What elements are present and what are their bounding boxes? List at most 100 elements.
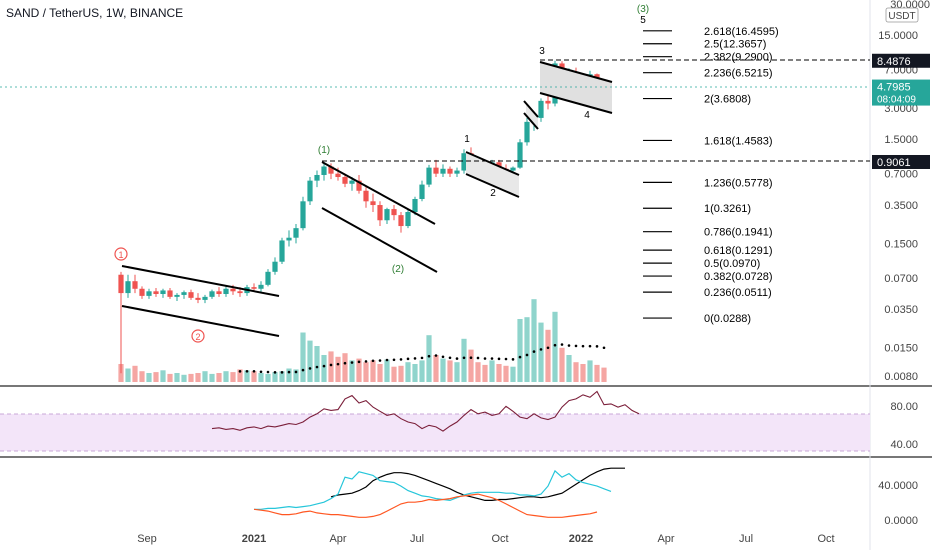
- volume-ma-dot: [357, 360, 361, 364]
- price-axis[interactable]: 30.0000 USDT 15.00007.00003.00001.50000.…: [878, 0, 930, 383]
- price-marker-box: [872, 154, 930, 169]
- candle-body: [188, 292, 194, 298]
- wave-circle-1-label: 1: [118, 250, 123, 260]
- fib-level-label: 2.236(6.5215): [704, 68, 773, 80]
- trendline[interactable]: [523, 112, 539, 130]
- volume-ma-dot: [378, 359, 382, 362]
- volume-ma-dot: [294, 370, 298, 374]
- volume-ma-dot: [588, 344, 592, 348]
- wave-circle-1: [114, 247, 128, 261]
- volume-bar: [321, 355, 327, 382]
- indicator-axes: 80.00 40.00 40.0000 0.0000: [878, 401, 918, 527]
- price-tick: 0.0150: [884, 343, 918, 355]
- channel-fill: [466, 152, 519, 197]
- time-tick: Apr: [657, 533, 674, 545]
- rsi-band: [0, 414, 870, 451]
- price-marker-label: 8.4876: [877, 56, 911, 68]
- wave-4: 4: [584, 110, 590, 121]
- fib-level-label: 1.236(0.5778): [704, 177, 773, 189]
- volume-bar: [601, 367, 607, 382]
- volume-ma-dot: [266, 370, 270, 374]
- candle-body: [377, 205, 383, 221]
- price-tick: 0.1500: [884, 238, 918, 250]
- volume-bar: [468, 349, 474, 382]
- currency-badge[interactable]: [885, 7, 919, 23]
- volume-bar: [209, 373, 215, 382]
- volume-ma-dot: [511, 358, 515, 361]
- fib-level-label: 2.382(9.2900): [704, 52, 773, 64]
- chart-title: SAND / TetherUS, 1W, BINANCE: [6, 6, 183, 20]
- candle-body: [279, 240, 285, 262]
- oscillator-black-line: [330, 467, 625, 501]
- volume-bar: [265, 373, 271, 382]
- oscillator-axis-tick: 40.0000: [878, 480, 918, 492]
- time-tick: 2021: [242, 533, 266, 545]
- trendline[interactable]: [121, 305, 280, 337]
- candle-body: [510, 167, 516, 171]
- price-marker-box: [872, 79, 930, 106]
- candle-body: [139, 288, 145, 296]
- wave-circle-2-label: 2: [195, 332, 200, 342]
- oscillator-orange-line: [253, 493, 598, 518]
- candle-body: [391, 209, 397, 216]
- trendline[interactable]: [465, 151, 520, 176]
- time-tick: Jul: [410, 533, 424, 545]
- volume-ma-dot: [441, 355, 445, 359]
- volume-bar: [454, 362, 460, 382]
- price-tick: 0.0080: [884, 371, 918, 383]
- fib-levels[interactable]: 2.618(16.4595)2.5(12.3657)2.382(9.2900) 2…: [643, 26, 779, 325]
- trendline[interactable]: [523, 100, 539, 118]
- volume-bar: [433, 355, 439, 382]
- volume-ma-dot: [252, 369, 256, 373]
- trendline-drawings[interactable]: [0, 59, 870, 337]
- volume-bar: [300, 332, 306, 382]
- volume-bar: [426, 335, 432, 382]
- fib-level-label: 0.5(0.0970): [704, 258, 760, 270]
- volume-bar: [202, 371, 208, 382]
- volume-bar: [580, 364, 586, 382]
- volume-ma-dot: [462, 356, 466, 360]
- volume-bar: [363, 362, 369, 382]
- price-tick: 0.3500: [884, 200, 918, 212]
- volume-bar: [216, 373, 222, 382]
- volume-ma-dot: [301, 368, 305, 372]
- price-tick: 1.5000: [884, 134, 918, 146]
- time-axis[interactable]: Sep 2021 Apr Jul Oct 2022 Apr Jul Oct: [137, 533, 834, 545]
- rsi-axis-tick: 80.00: [890, 401, 918, 413]
- trendline[interactable]: [539, 92, 613, 114]
- volume-bar: [370, 360, 376, 382]
- trendline[interactable]: [465, 173, 520, 198]
- volume-bar: [174, 373, 180, 382]
- trendline[interactable]: [121, 265, 280, 297]
- price-tick: 0.7000: [884, 169, 918, 181]
- volume-bar: [349, 360, 355, 382]
- price-marker-countdown: 08:04:09: [877, 95, 916, 106]
- volume-ma-dot: [504, 357, 508, 361]
- candle-body: [349, 180, 355, 184]
- candle-body: [321, 166, 327, 175]
- trendline[interactable]: [321, 207, 438, 273]
- volume-ma-dots: [238, 343, 606, 374]
- volume-ma-dot: [245, 369, 249, 373]
- volume-bar: [475, 362, 481, 382]
- volume-bar: [587, 360, 593, 382]
- volume-bar: [594, 364, 600, 382]
- price-tick: 0.0700: [884, 273, 918, 285]
- volume-bar: [279, 371, 285, 382]
- volume-ma-dot: [385, 358, 389, 362]
- volume-bar: [258, 373, 264, 382]
- volume-bar: [153, 372, 159, 382]
- price-tick: 0.0350: [884, 304, 918, 316]
- volume-ma-dot: [525, 353, 529, 357]
- candle-body: [181, 292, 187, 295]
- volume-ma-dot: [350, 361, 354, 364]
- trendline[interactable]: [321, 161, 436, 225]
- volume-bar: [195, 373, 201, 382]
- candle-body: [209, 291, 215, 297]
- wave-labels: 1 2 (1) (2) 1 2 3 4 (3) 5: [114, 4, 649, 343]
- trendline[interactable]: [539, 61, 613, 83]
- volume-ma-dot: [399, 358, 403, 361]
- candle-body: [160, 290, 166, 294]
